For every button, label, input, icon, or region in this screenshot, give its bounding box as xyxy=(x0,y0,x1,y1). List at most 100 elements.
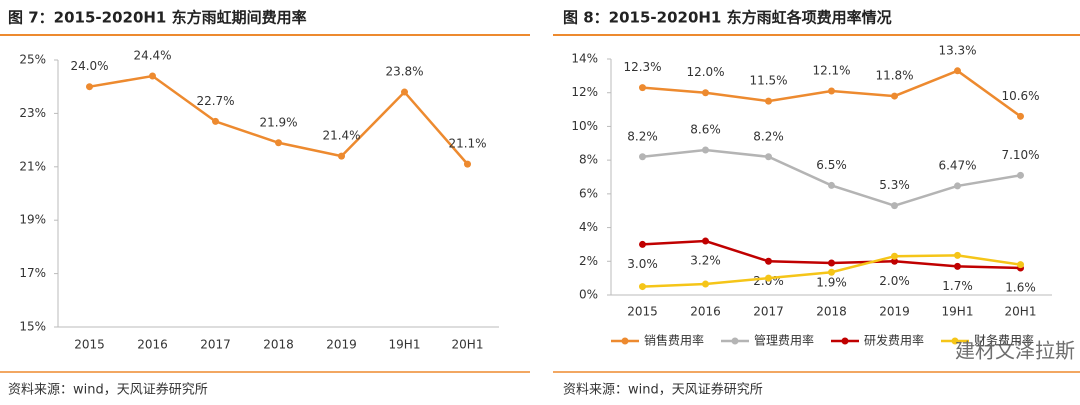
x-tick-label: 2017 xyxy=(200,338,231,352)
x-tick-label: 2015 xyxy=(74,338,105,352)
chart-title: 图 7：2015-2020H1 东方雨虹期间费用率 xyxy=(8,9,307,27)
point xyxy=(765,97,772,105)
point xyxy=(702,280,709,288)
x-tick-label: 2018 xyxy=(816,305,847,319)
y-tick-label: 19% xyxy=(19,213,46,227)
y-tick-label: 10% xyxy=(571,119,598,133)
point xyxy=(891,202,898,210)
y-tick-label: 12% xyxy=(571,85,598,99)
y-tick-label: 4% xyxy=(579,220,598,234)
point xyxy=(1017,112,1024,120)
x-tick-label: 2019 xyxy=(326,338,357,352)
y-tick-label: 25% xyxy=(19,53,46,67)
point xyxy=(702,89,709,97)
point xyxy=(891,252,898,260)
source: 资料来源：wind，天风证券研究所 xyxy=(563,382,763,398)
x-tick-label: 2017 xyxy=(753,305,784,319)
data-label: 2.0% xyxy=(879,274,910,288)
data-label: 5.3% xyxy=(879,178,910,192)
legend-label: 销售费用率 xyxy=(644,333,704,348)
point xyxy=(401,88,408,96)
data-label: 22.7% xyxy=(196,94,234,108)
data-label: 11.8% xyxy=(875,69,913,83)
point xyxy=(149,72,156,80)
point xyxy=(702,146,709,154)
data-label: 8.6% xyxy=(690,123,721,137)
data-label: 11.5% xyxy=(749,74,787,88)
point xyxy=(828,268,835,276)
point xyxy=(275,139,282,147)
data-label: 21.4% xyxy=(322,129,360,143)
legend-marker xyxy=(841,337,849,345)
point xyxy=(338,152,345,160)
data-label: 12.3% xyxy=(623,60,661,74)
y-tick-label: 8% xyxy=(579,153,598,167)
data-label: 8.2% xyxy=(753,129,784,143)
point xyxy=(639,240,646,248)
point xyxy=(828,181,835,189)
x-tick-label: 20H1 xyxy=(1005,305,1037,319)
data-label: 1.9% xyxy=(816,275,847,289)
legend-label: 财务费用率 xyxy=(974,333,1034,348)
y-tick-label: 0% xyxy=(579,288,598,302)
legend-marker xyxy=(731,337,739,345)
point xyxy=(765,257,772,265)
data-label: 1.7% xyxy=(942,279,973,293)
x-tick-label: 19H1 xyxy=(389,338,421,352)
x-tick-label: 2016 xyxy=(137,338,168,352)
data-label: 10.6% xyxy=(1001,89,1039,103)
point xyxy=(464,160,471,168)
y-tick-label: 21% xyxy=(19,159,46,173)
x-tick-label: 19H1 xyxy=(942,305,974,319)
point xyxy=(954,251,961,259)
data-label: 24.0% xyxy=(70,59,108,73)
x-tick-label: 2018 xyxy=(263,338,294,352)
data-label: 12.1% xyxy=(812,64,850,78)
point xyxy=(639,283,646,291)
legend-label: 管理费用率 xyxy=(754,333,814,348)
data-label: 1.6% xyxy=(1005,281,1036,295)
y-tick-label: 17% xyxy=(19,266,46,280)
data-label: 12.0% xyxy=(686,65,724,79)
point xyxy=(1017,171,1024,179)
chart-title: 图 8：2015-2020H1 东方雨虹各项费用率情况 xyxy=(563,9,892,27)
point xyxy=(891,92,898,100)
point xyxy=(891,257,898,265)
watermark: 建材文泽拉斯 xyxy=(955,339,1075,363)
point xyxy=(702,237,709,245)
data-label: 7.10% xyxy=(1001,148,1039,162)
point xyxy=(954,262,961,270)
x-tick-label: 2016 xyxy=(690,305,721,319)
y-tick-label: 15% xyxy=(19,320,46,334)
point xyxy=(828,87,835,95)
y-tick-label: 23% xyxy=(19,106,46,120)
y-tick-label: 2% xyxy=(579,254,598,268)
legend-marker xyxy=(951,337,959,345)
point xyxy=(765,153,772,161)
point xyxy=(212,117,219,125)
data-label: 6.47% xyxy=(938,158,976,172)
data-label: 3.0% xyxy=(627,257,658,271)
legend-label: 研发费用率 xyxy=(864,333,924,348)
x-tick-label: 20H1 xyxy=(452,338,484,352)
legend-marker xyxy=(621,337,629,345)
point xyxy=(828,259,835,267)
data-label: 3.2% xyxy=(690,254,721,268)
point xyxy=(639,153,646,161)
data-label: 6.5% xyxy=(816,158,847,172)
data-label: 24.4% xyxy=(133,49,171,63)
point xyxy=(954,182,961,190)
data-label: 8.2% xyxy=(627,129,658,143)
source: 资料来源：wind，天风证券研究所 xyxy=(8,382,208,398)
y-tick-label: 6% xyxy=(579,186,598,200)
y-tick-label: 14% xyxy=(571,52,598,66)
point xyxy=(1017,261,1024,269)
x-tick-label: 2015 xyxy=(627,305,658,319)
point xyxy=(639,84,646,92)
data-label: 21.9% xyxy=(259,115,297,129)
data-label: 13.3% xyxy=(938,43,976,57)
data-label: 23.8% xyxy=(385,65,423,79)
data-label: 21.1% xyxy=(448,137,486,151)
point xyxy=(954,67,961,75)
